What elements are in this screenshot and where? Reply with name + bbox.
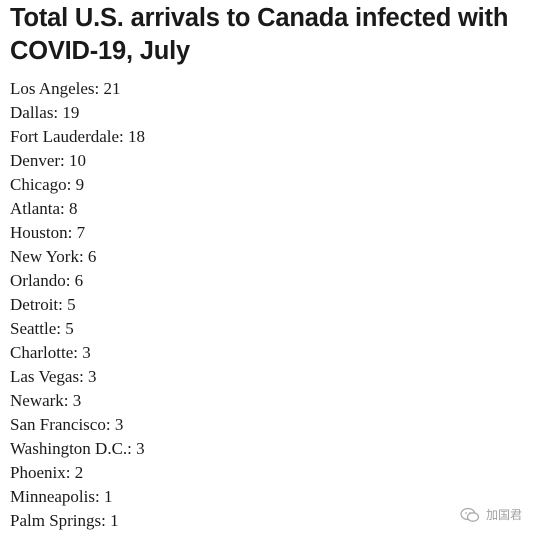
list-item: New York: 6	[10, 247, 97, 266]
list-item: Washington D.C.: 3	[10, 439, 145, 458]
list-item: Newark: 3	[10, 391, 82, 410]
list-item: Phoenix: 2	[10, 463, 84, 482]
list-item: Palm Springs: 1	[10, 511, 119, 530]
page-title: Total U.S. arrivals to Canada infected w…	[10, 4, 509, 65]
list-item: Charlotte: 3	[10, 343, 91, 362]
list-item: Chicago: 9	[10, 175, 85, 194]
list-item: Houston: 7	[10, 223, 86, 242]
list-item: Denver: 10	[10, 151, 87, 170]
list-item: Fort Lauderdale: 18	[10, 127, 146, 146]
list-item: Detroit: 5	[10, 295, 76, 314]
list-item: Orlando: 6	[10, 271, 84, 290]
list-item: Atlanta: 8	[10, 199, 78, 218]
list-item: San Francisco: 3	[10, 415, 124, 434]
list-item: Minneapolis: 1	[10, 487, 113, 506]
wechat-icon	[460, 507, 480, 523]
list-item: Las Vegas: 3	[10, 367, 97, 386]
city-list: Los Angeles: 21 Dallas: 19 Fort Lauderda…	[10, 77, 145, 533]
list-item: Dallas: 19	[10, 103, 80, 122]
list-item: Los Angeles: 21	[10, 79, 121, 98]
watermark-text: 加国君	[485, 508, 522, 522]
watermark: 加国君	[460, 506, 522, 523]
list-item: Seattle: 5	[10, 319, 74, 338]
